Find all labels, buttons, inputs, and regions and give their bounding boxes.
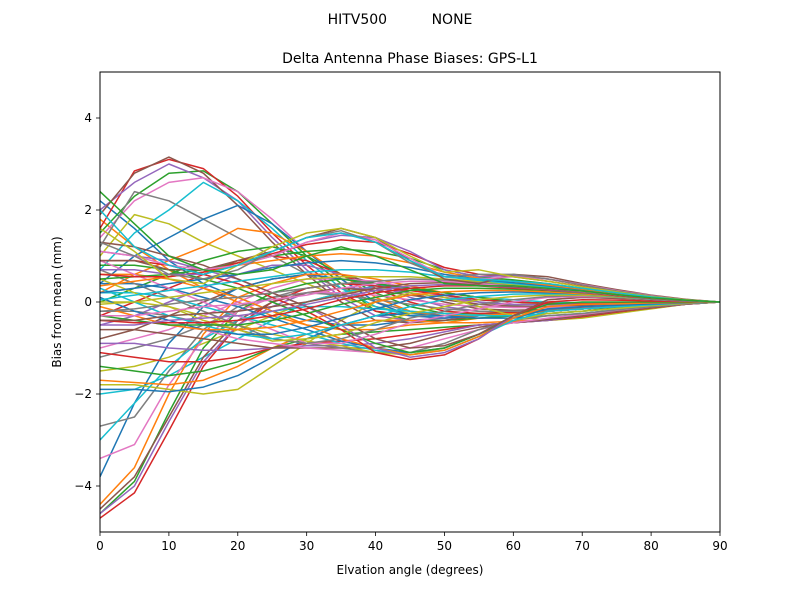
y-axis-ticks: −4 −2 0 2 4 [74,111,100,493]
series-line-az140 [100,292,720,395]
x-tick-label: 70 [575,539,590,553]
x-axis-ticks: 0 10 20 30 40 50 60 70 80 90 [96,532,728,553]
x-tick-label: 10 [161,539,176,553]
x-axis-label: Elvation angle (degrees) [337,563,484,577]
series-line-az225 [100,241,720,349]
series-line-az345 [100,209,720,303]
chart-title: Delta Antenna Phase Biases: GPS-L1 [282,51,538,67]
x-tick-label: 80 [643,539,658,553]
x-tick-label: 50 [437,539,452,553]
y-tick-label: 4 [84,111,92,125]
x-tick-label: 20 [230,539,245,553]
series-line-az205 [100,273,720,356]
y-tick-label: 2 [84,203,92,217]
x-tick-label: 40 [368,539,383,553]
y-tick-label: 0 [84,295,92,309]
series-line-az335 [100,229,720,303]
series-line-az340 [100,227,720,303]
figure-suptitle: HITV500 NONE [328,12,473,28]
y-axis-label: Bias from mean (mm) [50,236,64,367]
series-line-az350 [100,191,720,303]
x-tick-label: 0 [96,539,104,553]
x-tick-label: 90 [712,539,727,553]
series-line-az165 [100,301,720,363]
series-layer [100,156,720,519]
series-line-az175 [100,301,720,349]
x-tick-label: 30 [299,539,314,553]
x-tick-label: 60 [506,539,521,553]
y-tick-label: −2 [74,387,92,401]
y-tick-label: −4 [74,479,92,493]
